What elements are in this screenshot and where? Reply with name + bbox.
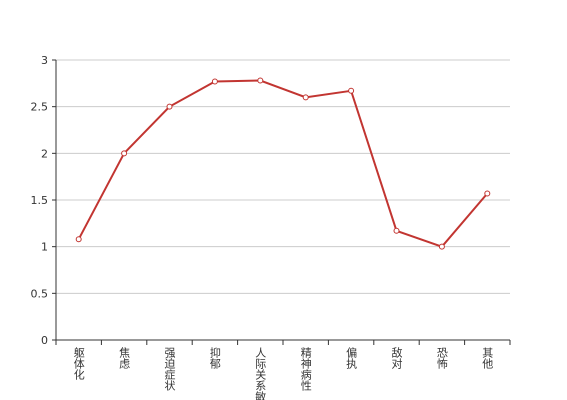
- x-tick-label: 强迫症状: [163, 347, 176, 391]
- x-tick-label: 偏执: [345, 346, 358, 370]
- x-tick-label: 人际关系敏感: [254, 347, 267, 400]
- y-tick-label: 3: [41, 54, 48, 67]
- point: [348, 87, 355, 94]
- x-tick-label: 恐怖: [435, 347, 448, 369]
- x-tick-label: 躯体化: [72, 347, 85, 381]
- point: [166, 103, 173, 110]
- point: [75, 236, 82, 243]
- x-tick-label: 焦虑: [118, 347, 131, 369]
- point: [302, 94, 309, 101]
- point: [211, 78, 218, 85]
- line: [77, 79, 489, 248]
- point: [484, 190, 491, 197]
- point: [257, 77, 264, 84]
- point: [121, 150, 128, 157]
- x-tick-label: 其他: [481, 347, 494, 369]
- y-tick-label: 1: [41, 241, 48, 254]
- point: [393, 227, 400, 234]
- x-tick-label: 抑郁: [208, 346, 221, 369]
- y-tick-label: 1.5: [31, 194, 49, 207]
- point: [438, 243, 445, 250]
- y-tick-label: 2: [41, 147, 48, 160]
- y-tick-label: 2.5: [31, 101, 49, 114]
- y-tick-label: 0.5: [31, 287, 49, 300]
- x-tick-label: 敌对: [390, 346, 403, 369]
- x-tick-label: 精神病性: [299, 347, 312, 392]
- y-tick-label: 0: [41, 334, 48, 347]
